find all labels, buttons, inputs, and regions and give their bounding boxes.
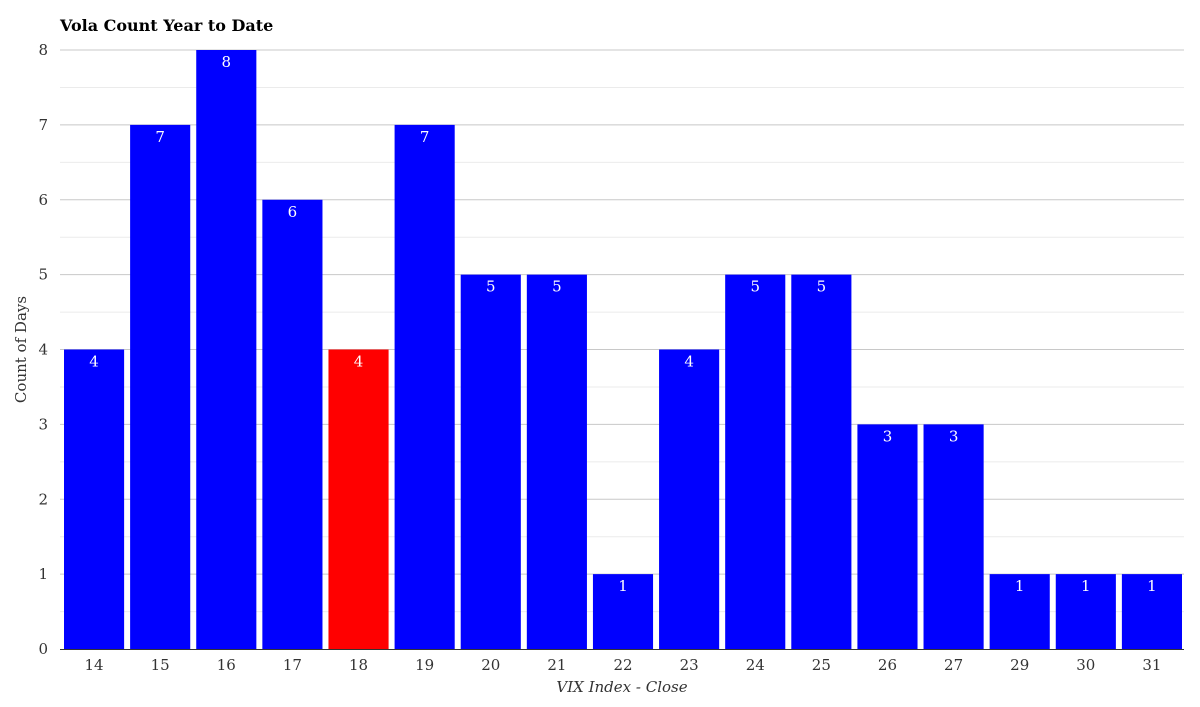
x-tick-label-25: 25 [812, 656, 831, 674]
y-tick-label: 5 [38, 266, 48, 284]
bar-22 [592, 574, 654, 649]
x-tick-label-15: 15 [151, 656, 170, 674]
y-tick-label: 6 [38, 191, 48, 209]
bar-25 [791, 274, 852, 649]
x-tick-label-23: 23 [680, 656, 699, 674]
x-tick-label-19: 19 [415, 656, 434, 674]
data-labels: 4 7 8 6 4 7 5 5 1 4 5 5 3 3 1 1 1 [89, 53, 1156, 595]
x-tick-label-21: 21 [547, 656, 566, 674]
bar-18 [328, 349, 389, 649]
bar-16 [196, 50, 257, 649]
data-label-17: 6 [288, 203, 298, 221]
y-axis-ticks: 0 1 2 3 4 5 6 7 8 [38, 41, 48, 658]
bar-21 [526, 274, 587, 649]
bar-19 [394, 124, 455, 649]
x-tick-label-31: 31 [1142, 656, 1161, 674]
data-label-19: 7 [420, 128, 430, 146]
x-tick-label-17: 17 [283, 656, 302, 674]
bar-17 [262, 199, 323, 649]
x-tick-label-29: 29 [1010, 656, 1029, 674]
y-axis-title: Count of Days [12, 296, 30, 403]
data-label-15: 7 [155, 128, 165, 146]
y-tick-label: 1 [38, 565, 48, 583]
y-tick-label: 0 [38, 640, 48, 658]
data-label-31: 1 [1147, 577, 1157, 595]
data-label-21: 5 [552, 278, 562, 296]
y-tick-label: 8 [38, 41, 48, 59]
bar-14 [64, 349, 125, 649]
data-label-23: 4 [684, 353, 694, 371]
data-label-25: 5 [817, 278, 827, 296]
bar-20 [460, 274, 521, 649]
bar-31 [1121, 574, 1182, 649]
y-tick-label: 7 [38, 116, 48, 134]
x-axis-title: VIX Index - Close [556, 678, 687, 696]
x-tick-label-18: 18 [349, 656, 368, 674]
x-tick-label-26: 26 [878, 656, 897, 674]
data-label-16: 8 [222, 53, 232, 71]
x-tick-label-20: 20 [481, 656, 500, 674]
x-tick-label-30: 30 [1076, 656, 1095, 674]
y-tick-label: 3 [38, 415, 48, 433]
x-tick-label-22: 22 [613, 656, 632, 674]
bar-24 [725, 274, 786, 649]
bar-30 [1055, 574, 1116, 649]
x-tick-label-16: 16 [217, 656, 236, 674]
x-tick-label-24: 24 [746, 656, 765, 674]
data-label-14: 4 [89, 353, 99, 371]
data-label-27: 3 [949, 427, 959, 445]
y-tick-label: 4 [38, 341, 48, 359]
data-label-26: 3 [883, 427, 893, 445]
bar-26 [857, 424, 918, 649]
x-axis-ticks: 14 15 16 17 18 19 20 21 22 23 24 25 26 27 29 30 31 [85, 656, 1162, 674]
data-label-30: 1 [1081, 577, 1091, 595]
bar-23 [659, 349, 720, 649]
data-label-29: 1 [1015, 577, 1025, 595]
data-label-22: 1 [618, 577, 628, 595]
bar-15 [130, 124, 191, 649]
data-label-18: 4 [354, 353, 364, 371]
bar-27 [923, 424, 984, 649]
data-label-20: 5 [486, 278, 496, 296]
data-label-24: 5 [750, 278, 760, 296]
chart-title: Vola Count Year to Date [59, 16, 273, 35]
x-tick-label-14: 14 [85, 656, 104, 674]
bar-29 [989, 574, 1050, 649]
bars [64, 50, 1182, 649]
y-tick-label: 2 [38, 490, 48, 508]
x-tick-label-27: 27 [944, 656, 963, 674]
